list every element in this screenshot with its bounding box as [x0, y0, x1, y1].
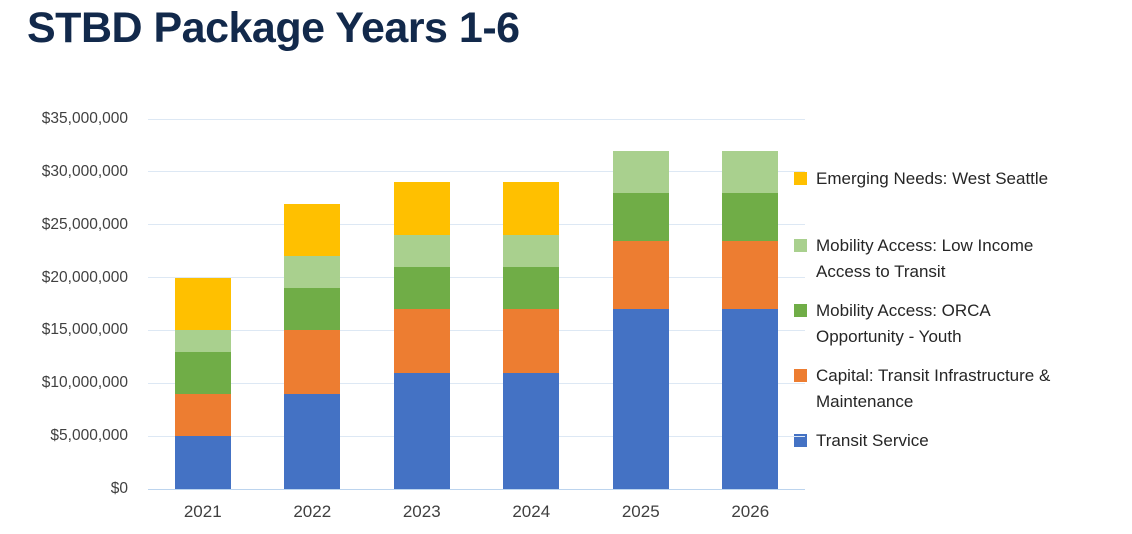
bar-segment [503, 182, 560, 236]
x-axis-tick-label: 2024 [512, 502, 551, 521]
y-axis-tick-label: $15,000,000 [41, 321, 128, 339]
bar-segment [612, 150, 669, 194]
legend-label-line: Emerging Needs: West Seattle [816, 169, 1049, 188]
legend-label: Transit Service [816, 428, 929, 454]
legend-label-line: Opportunity - Youth [816, 327, 962, 346]
y-axis-tick-label: $10,000,000 [41, 374, 128, 392]
bar-2021 [174, 277, 231, 489]
legend-label: Mobility Access: ORCA Opportunity - Youth [816, 298, 991, 350]
bar-2023 [393, 182, 450, 489]
bar-segment [722, 193, 779, 241]
bar-segment [284, 393, 341, 489]
y-axis-tick-label: $30,000,000 [41, 162, 128, 180]
bar-segment [722, 309, 779, 489]
bar-segment [722, 150, 779, 194]
legend-swatch [794, 369, 807, 382]
bar-segment [174, 436, 231, 489]
x-axis-tick-label: 2023 [402, 502, 441, 521]
bar-segment [393, 372, 450, 489]
bar-segment [393, 235, 450, 268]
x-axis-tick-label: 2021 [183, 502, 222, 521]
bar-segment [503, 372, 560, 489]
bar-segment [174, 277, 231, 331]
bar-segment [284, 330, 341, 394]
legend-label-line: Capital: Transit Infrastructure & [816, 366, 1051, 385]
legend: Emerging Needs: West Seattle Mobility Acc… [794, 166, 1130, 467]
bar-segment [612, 193, 669, 241]
legend-swatch [794, 434, 807, 447]
bar-2024 [503, 182, 560, 489]
legend-label: Capital: Transit Infrastructure & Mainten… [816, 363, 1050, 415]
legend-swatch [794, 239, 807, 252]
bar-segment [284, 288, 341, 331]
gridline [148, 382, 805, 384]
bar-2025 [612, 150, 669, 489]
bar-2022 [284, 203, 341, 489]
x-axis-tick-label: 2026 [731, 502, 770, 521]
x-axis-line [148, 488, 805, 490]
x-axis-tick-label: 2025 [621, 502, 660, 521]
legend-label-line: Maintenance [816, 392, 914, 411]
gridline [148, 118, 805, 120]
bar-segment [612, 240, 669, 310]
legend-swatch [794, 304, 807, 317]
legend-item: Mobility Access: ORCA Opportunity - Youth [794, 298, 1130, 350]
bar-segment [503, 267, 560, 310]
gridline [148, 435, 805, 437]
bar-segment [174, 351, 231, 394]
bar-segment [722, 240, 779, 310]
y-axis-tick-label: $25,000,000 [41, 215, 128, 233]
legend-item: Capital: Transit Infrastructure & Mainten… [794, 363, 1130, 415]
gridline [148, 224, 805, 226]
y-axis-tick-label: $20,000,000 [41, 268, 128, 286]
legend-item: Emerging Needs: West Seattle [794, 166, 1130, 192]
legend-label-line: Mobility Access: ORCA [816, 301, 991, 320]
y-axis-tick-label: $0 [110, 480, 128, 497]
bar-2026 [722, 150, 779, 489]
legend-item: Mobility Access: Low Income Access to Tra… [794, 233, 1130, 285]
gridline [148, 329, 805, 331]
bar-segment [174, 330, 231, 352]
bar-segment [393, 267, 450, 310]
bar-segment [393, 309, 450, 373]
bar-segment [503, 309, 560, 373]
legend-label-line: Transit Service [816, 431, 929, 450]
legend-label-line: Access to Transit [816, 262, 946, 281]
legend-label: Emerging Needs: West Seattle [816, 166, 1048, 192]
bar-segment [612, 309, 669, 489]
bar-segment [284, 256, 341, 289]
bar-segment [174, 393, 231, 437]
y-axis-tick-label: $5,000,000 [50, 427, 128, 445]
page-title: STBD Package Years 1-6 [27, 4, 520, 52]
legend-swatch [794, 172, 807, 185]
gridline [148, 277, 805, 279]
bar-segment [393, 182, 450, 236]
gridline [148, 171, 805, 173]
legend-label-line: Mobility Access: Low Income [816, 236, 1034, 255]
legend-label: Mobility Access: Low Income Access to Tra… [816, 233, 1033, 285]
y-axis-tick-label: $35,000,000 [41, 110, 128, 127]
bar-segment [503, 235, 560, 268]
x-axis-tick-label: 2022 [293, 502, 332, 521]
legend-item: Transit Service [794, 428, 1130, 454]
bar-segment [284, 203, 341, 257]
